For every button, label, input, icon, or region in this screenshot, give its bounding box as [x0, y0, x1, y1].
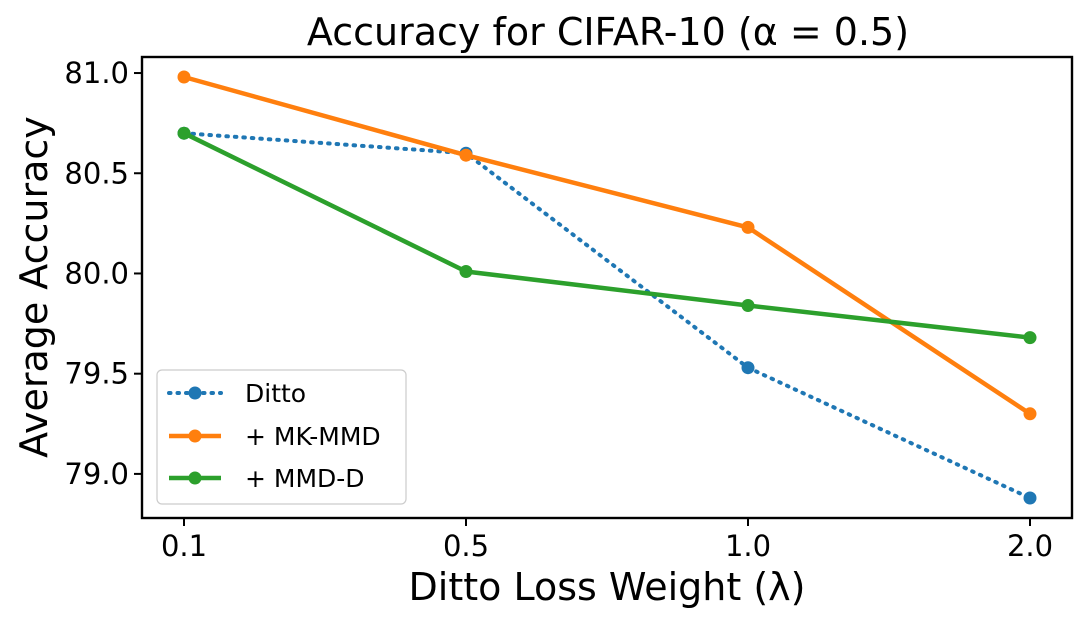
x-tick-label: 0.1 [161, 529, 207, 563]
data-point-mk-mmd [1023, 407, 1037, 421]
data-point-mk-mmd [459, 148, 473, 162]
legend-label-mk-mmd: + MK-MMD [245, 422, 381, 451]
data-point-mk-mmd [741, 220, 755, 234]
legend-marker-ditto [188, 386, 202, 400]
data-point-mmd-d [1023, 331, 1037, 345]
legend-label-mmd-d: + MMD-D [245, 464, 365, 493]
y-axis-label: Average Accuracy [12, 116, 56, 458]
series-line-mmd-d [183, 131, 1031, 340]
data-point-mmd-d [741, 299, 755, 312]
legend-label-ditto: Ditto [245, 379, 306, 408]
legend-box [156, 369, 407, 505]
data-point-ditto [1023, 491, 1037, 505]
y-tick-label: 79.0 [64, 457, 129, 491]
y-tick-label: 80.0 [64, 256, 129, 290]
legend-marker-mk-mmd [188, 429, 202, 443]
x-axis-label: Ditto Loss Weight (λ) [409, 565, 806, 609]
legend-items: Ditto + MK-MMD + MMD-D [167, 379, 381, 493]
x-tick-label: 2.0 [1007, 529, 1053, 563]
series-layer [177, 70, 1037, 505]
y-tick-label: 79.5 [64, 357, 129, 391]
data-point-mk-mmd [177, 70, 191, 84]
y-tick-label: 80.5 [64, 156, 129, 190]
plot-frame [140, 55, 1074, 520]
series-line-ditto [182, 131, 1032, 500]
legend: Ditto + MK-MMD + MMD-D [156, 369, 407, 505]
legend-marker-mmd-d [188, 471, 202, 485]
x-tick-label: 1.0 [725, 529, 771, 563]
x-tick-label: 0.5 [443, 529, 489, 563]
data-point-mmd-d [177, 126, 191, 140]
chart-title: Accuracy for CIFAR-10 (α = 0.5) [307, 10, 909, 54]
y-tick-label: 81.0 [64, 56, 129, 90]
x-axis-ticks: 0.1 0.5 1.0 2.0 [161, 518, 1053, 563]
data-point-ditto [741, 361, 755, 375]
y-axis-ticks: 79.0 79.5 80.0 80.5 81.0 [64, 56, 142, 491]
data-point-mmd-d [459, 265, 473, 278]
